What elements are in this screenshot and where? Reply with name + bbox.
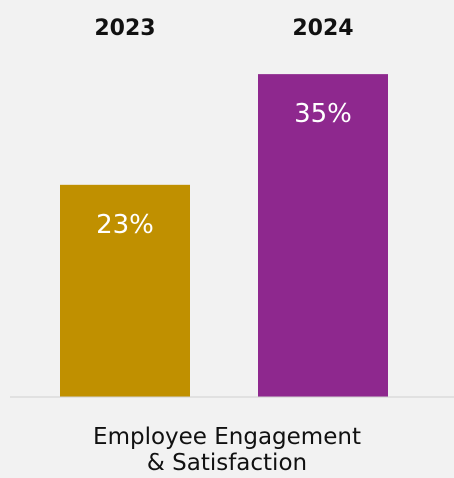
category-label-2024: 2024 [292, 16, 353, 41]
data-label-2024: 35% [294, 99, 352, 129]
data-label-2023: 23% [96, 210, 154, 240]
bar-labels-group: 23% 35% [96, 99, 352, 240]
x-axis-label-line-1: Employee Engagement [93, 424, 361, 450]
category-label-2023: 2023 [94, 16, 155, 41]
bar-2024 [258, 74, 388, 397]
bars-group [60, 74, 388, 397]
bar-2023 [60, 184, 190, 397]
x-axis-label-line-2: & Satisfaction [147, 450, 307, 476]
